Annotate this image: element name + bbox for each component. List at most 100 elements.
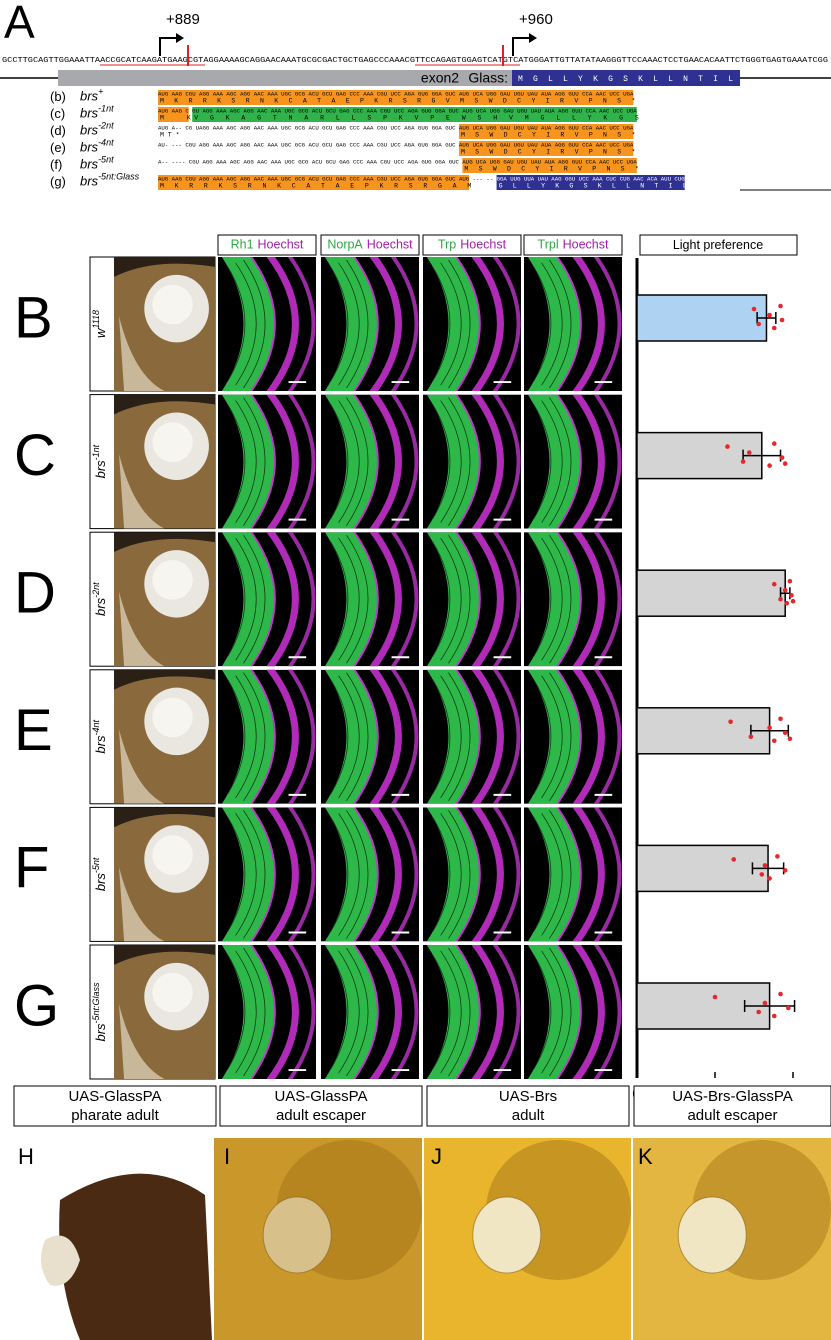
- stain-image: [218, 802, 316, 946]
- panel-label: D: [14, 561, 56, 626]
- data-point: [772, 1014, 777, 1019]
- genotype-base: brs: [93, 735, 108, 754]
- data-point: [789, 593, 794, 598]
- data-point: [760, 872, 765, 877]
- tss-arrow: [160, 38, 178, 56]
- eye: [263, 1197, 331, 1273]
- stain-marker: Trp: [438, 238, 456, 252]
- eye: [678, 1197, 746, 1273]
- data-point: [752, 307, 757, 312]
- data-point: [788, 579, 793, 584]
- data-point: [741, 459, 746, 464]
- data-point: [728, 720, 733, 725]
- data-point: [767, 726, 772, 731]
- genotype-sup: -5nt:Glass: [91, 982, 101, 1024]
- panel-label: C: [14, 423, 56, 488]
- stain-image: [321, 665, 419, 809]
- data-point: [749, 735, 754, 740]
- glass-label: Glass:: [468, 70, 508, 86]
- data-point: [788, 737, 793, 742]
- data-point: [767, 463, 772, 468]
- stain-image: [423, 527, 521, 671]
- genotype-sup: 1118: [91, 310, 101, 329]
- tss-arrow: [513, 38, 531, 56]
- allele-id: (b): [50, 89, 66, 104]
- allele-name: brs-1nt: [80, 104, 114, 121]
- allele-base: brs: [80, 89, 99, 104]
- stain-image: [218, 940, 316, 1084]
- data-point: [791, 599, 796, 604]
- amino-acids: M T *: [160, 132, 180, 139]
- data-point: [778, 992, 783, 997]
- data-point: [767, 876, 772, 881]
- panel-label: F: [14, 836, 49, 901]
- stain-counter: Hoechst: [460, 238, 506, 252]
- codons: AUG AAG CGU AGG AAA AGC AGG AAC AAA UGC …: [158, 175, 470, 182]
- codons: GU AGG AAA AGC AGG AAC AAA UGC GCG ACU G…: [192, 107, 637, 114]
- data-point: [763, 863, 768, 868]
- allele-name: brs-5nt: [80, 155, 114, 172]
- stain-marker: Rh1: [231, 238, 254, 252]
- data-point: [756, 1010, 761, 1015]
- allele-sup: -1nt: [98, 104, 114, 114]
- data-point: [772, 441, 777, 446]
- bar: [637, 570, 785, 616]
- codons: AUG UCA UGG GAU UGU UAU AUA AGG GUU CCA …: [459, 141, 634, 148]
- panel-title: adult escaper: [687, 1107, 777, 1124]
- panel-label: E: [14, 698, 53, 763]
- allele-name: brs-2nt: [80, 121, 114, 138]
- site-label: +960: [519, 11, 553, 28]
- allele-base: brs: [80, 157, 99, 172]
- data-point: [786, 1006, 791, 1011]
- fly-photo: [114, 532, 215, 666]
- panel-title: adult: [512, 1107, 545, 1124]
- data-point: [725, 444, 730, 449]
- stain-header: Rh1 Hoechst: [231, 238, 304, 252]
- stain-counter: Hoechst: [258, 238, 304, 252]
- allele-id: (g): [50, 174, 66, 189]
- codons: GGA UUG UUA UAU AAG GGU UCC AAA CUC CUG …: [497, 175, 686, 182]
- data-point: [783, 868, 788, 873]
- stain-image: [524, 802, 622, 946]
- allele-sup: +: [98, 87, 103, 97]
- bar: [637, 295, 766, 341]
- codons: AU- --- CGU AGG AAA AGC AGG AAC AAA UGC …: [158, 141, 456, 148]
- genotype-sup: -4nt: [91, 720, 101, 736]
- codons: AUG AAG C: [158, 107, 189, 114]
- fly-photo: [114, 395, 215, 529]
- allele-name: brs-5nt:Glass: [80, 172, 140, 189]
- allele-base: brs: [80, 106, 99, 121]
- data-point: [775, 854, 780, 859]
- allele-base: brs: [80, 123, 99, 138]
- stain-image: [423, 665, 521, 809]
- genotype-base: brs: [93, 460, 108, 479]
- panel-label: H: [18, 1144, 34, 1169]
- data-point: [756, 322, 761, 327]
- allele-name: brs-4nt: [80, 138, 114, 155]
- genotype-base: brs: [93, 1023, 108, 1042]
- arrow-head: [529, 33, 537, 43]
- arrow-head: [176, 33, 184, 43]
- bar: [637, 845, 768, 891]
- stain-image: [423, 252, 521, 396]
- fly-photo: [114, 670, 215, 804]
- stain-image: [218, 252, 316, 396]
- panel-title: UAS-GlassPA: [68, 1088, 161, 1105]
- allele-sup: -2nt: [98, 121, 114, 131]
- allele-name: brs+: [80, 87, 103, 104]
- codons: A-- ---- CGU AGG AAA AGC AGG AAC AAA UGC…: [158, 158, 460, 165]
- pupa-body: [59, 1174, 212, 1340]
- codons: AUG UCA UGG GAU UGU UAU AUA AGG GUU CCA …: [459, 124, 634, 131]
- data-point: [778, 304, 783, 309]
- stain-marker: Trpl: [538, 238, 559, 252]
- codons: --- --: [473, 175, 494, 182]
- codons: AUG A-- CG UAGG AAA AGC AGG AAC AAA UGC …: [158, 124, 456, 131]
- panel-title: UAS-Brs: [499, 1088, 557, 1105]
- stain-image: [321, 940, 419, 1084]
- stain-counter: Hoechst: [367, 238, 413, 252]
- stain-image: [218, 665, 316, 809]
- exon-label: exon2: [421, 70, 459, 86]
- bar: [637, 708, 770, 754]
- panel-title: UAS-Brs-GlassPA: [672, 1088, 793, 1105]
